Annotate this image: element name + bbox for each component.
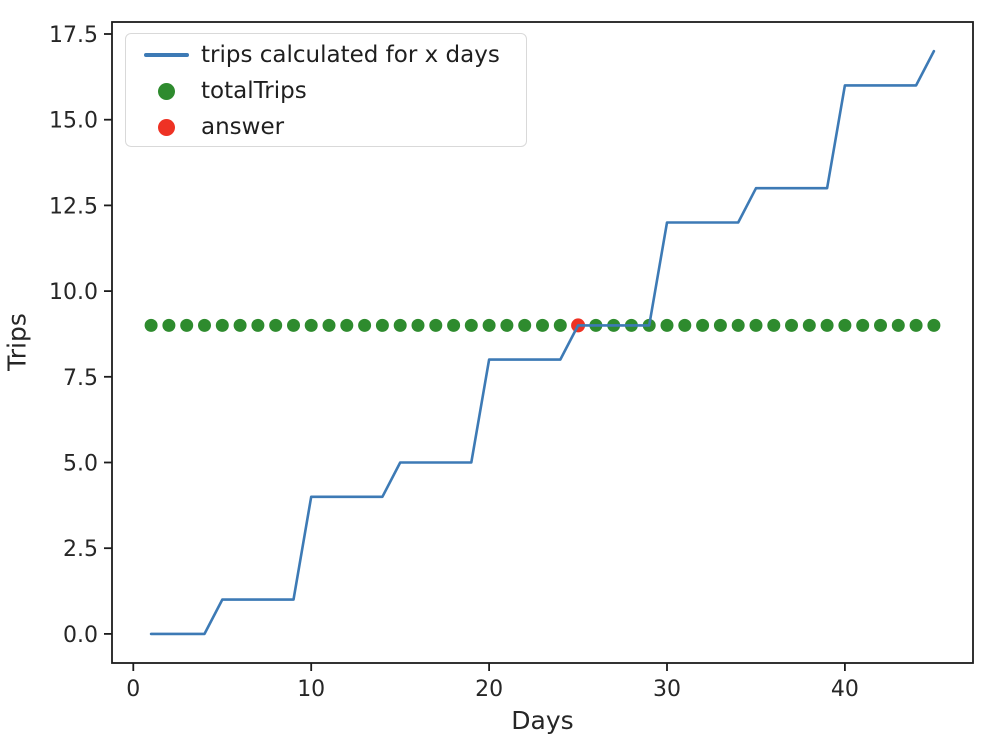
legend-handle bbox=[144, 82, 189, 100]
totaltrips-dot bbox=[162, 318, 176, 332]
totaltrips-dot bbox=[874, 318, 887, 332]
x-axis-label: Days bbox=[511, 706, 574, 735]
totaltrips-dot bbox=[429, 318, 443, 332]
x-tick-label: 10 bbox=[297, 677, 325, 702]
x-tick-label: 40 bbox=[831, 677, 859, 702]
totaltrips-dot bbox=[891, 318, 905, 332]
totaltrips-dot bbox=[233, 318, 247, 332]
legend-item-answer: answer bbox=[126, 109, 526, 145]
totaltrips-dot bbox=[785, 318, 798, 332]
totaltrips-dot bbox=[731, 318, 745, 332]
totaltrips-dot bbox=[482, 318, 496, 332]
plot-border bbox=[111, 21, 974, 664]
totaltrips-dot bbox=[215, 318, 229, 332]
y-tick-label: 15.0 bbox=[49, 109, 98, 134]
totaltrips-dot bbox=[696, 318, 710, 332]
trips-line bbox=[149, 49, 936, 636]
totaltrips-dot bbox=[838, 318, 852, 332]
totaltrips-dot bbox=[144, 318, 158, 332]
totaltrips-dot bbox=[518, 318, 532, 332]
totaltrips-dot bbox=[927, 318, 941, 332]
x-tick-label: 20 bbox=[475, 677, 503, 702]
legend-dot-answer-icon bbox=[158, 118, 175, 136]
totaltrips-dot bbox=[464, 318, 478, 332]
x-tick-label: 0 bbox=[126, 677, 140, 702]
totaltrips-dot bbox=[393, 318, 407, 332]
legend: trips calculated for x days totalTrips a… bbox=[125, 33, 527, 147]
y-tick-label: 7.5 bbox=[63, 366, 98, 391]
totaltrips-dot bbox=[909, 318, 923, 332]
y-axis-label: Trips bbox=[2, 313, 32, 371]
totaltrips-dot bbox=[411, 318, 425, 332]
legend-label-trips-line: trips calculated for x days bbox=[201, 42, 500, 68]
totaltrips-dot bbox=[340, 318, 354, 332]
totaltrips-dot bbox=[767, 318, 781, 332]
y-tick-label: 12.5 bbox=[49, 194, 98, 219]
legend-handle bbox=[144, 53, 189, 57]
legend-label-totaltrips: totalTrips bbox=[201, 78, 307, 104]
totaltrips-dot bbox=[287, 318, 300, 332]
legend-dot-totaltrips-icon bbox=[158, 82, 175, 100]
totaltrips-dot bbox=[553, 318, 567, 332]
legend-line-swatch bbox=[144, 53, 189, 57]
totaltrips-dot bbox=[856, 318, 870, 332]
totaltrips-dot bbox=[358, 318, 372, 332]
totaltrips-dot bbox=[820, 318, 834, 332]
totaltrips-dot bbox=[375, 318, 389, 332]
legend-label-answer: answer bbox=[201, 114, 285, 140]
totaltrips-dot bbox=[322, 318, 336, 332]
y-tick-label: 5.0 bbox=[63, 452, 98, 477]
totaltrips-dot bbox=[447, 318, 461, 332]
totaltrips-dot bbox=[304, 318, 318, 332]
y-tick-label: 17.5 bbox=[49, 23, 98, 48]
totaltrips-dot bbox=[802, 318, 816, 332]
y-tick-label: 10.0 bbox=[49, 280, 98, 305]
legend-item-trips-line: trips calculated for x days bbox=[126, 37, 526, 73]
legend-handle bbox=[144, 118, 189, 136]
totaltrips-dot bbox=[749, 318, 763, 332]
totaltrips-dot bbox=[180, 318, 194, 332]
totaltrips-dot bbox=[660, 318, 674, 332]
totaltrips-dot bbox=[678, 318, 692, 332]
totaltrips-dot bbox=[536, 318, 549, 332]
totaltrips-dot bbox=[198, 318, 211, 332]
x-tick-label: 30 bbox=[653, 677, 681, 702]
totaltrips-dot bbox=[500, 318, 514, 332]
totaltrips-dot bbox=[713, 318, 727, 332]
totaltrips-dot bbox=[251, 318, 265, 332]
totaltrips-dot bbox=[269, 318, 283, 332]
legend-item-totaltrips: totalTrips bbox=[126, 73, 526, 109]
y-tick-label: 0.0 bbox=[63, 623, 98, 648]
y-tick-label: 2.5 bbox=[63, 537, 98, 562]
